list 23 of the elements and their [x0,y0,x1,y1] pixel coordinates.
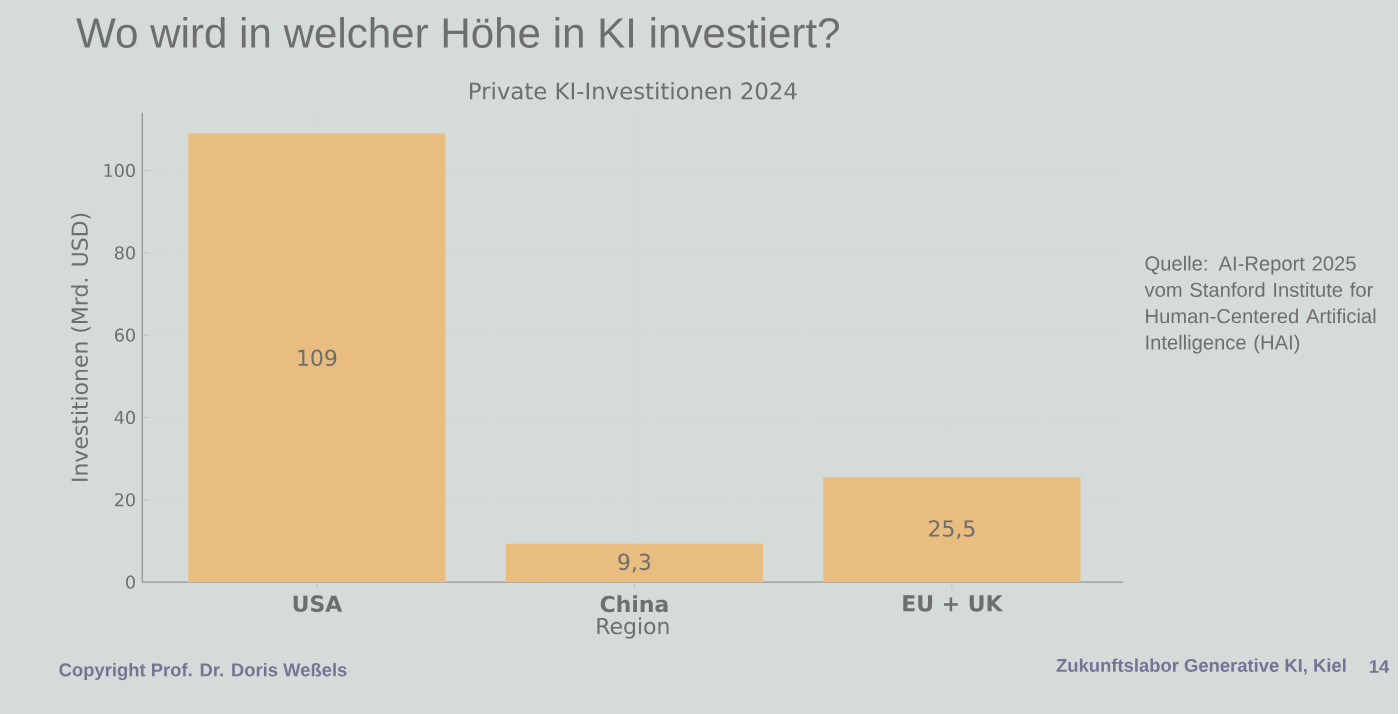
y-tick-label: 0 [126,575,135,589]
text: Zukunftslabor Generative KI, Kiel [1056,658,1346,675]
x-tick-label: EU + UK [903,595,1004,612]
chart-title: Wo wird in welcher Höhe in KI investiert? [76,17,839,48]
y-tick-label: 20 [115,493,135,507]
y-tick-label: 60 [115,328,135,342]
y-tick-label: 80 [114,246,135,260]
bar [505,543,763,583]
text: Copyright Prof. Dr. Doris Weßels [59,662,347,681]
x-tick-label: USA [293,595,343,612]
bar [188,133,446,583]
data-label: 9,3 [618,553,651,573]
x-axis-title: Region [597,617,669,639]
y-tick-label: 40 [114,410,135,425]
y-axis-title: Investitionen (Mrd. USD) [70,213,91,481]
source-note: Quelle: AI-Report 2025 vom Stanford Institute for Human-Centered Artificial Intelligence (HAI) [1144,255,1376,354]
bar [823,477,1081,583]
text: 14 [1369,660,1390,673]
y-tick-label: 100 [104,163,135,178]
chart-subtitle: Private KI-Investitionen 2024 [470,81,797,100]
data-label: 109 [298,349,337,367]
data-label: 25,5 [929,520,975,540]
x-tick-label: China [600,595,668,613]
